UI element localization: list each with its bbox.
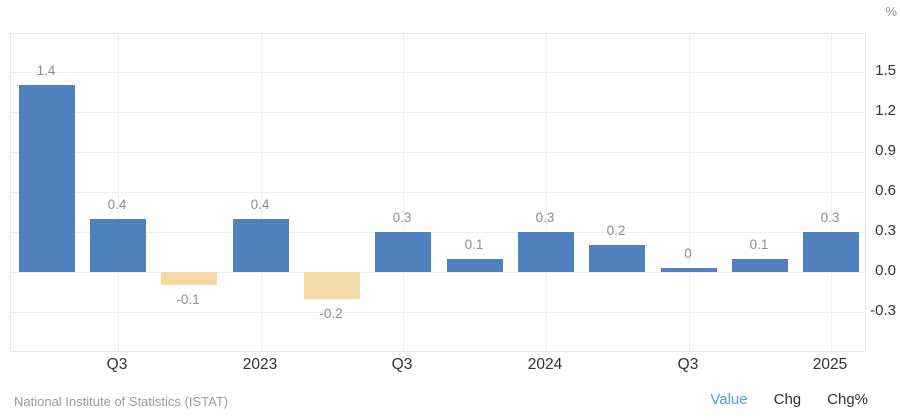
horizontal-gridline bbox=[11, 232, 865, 233]
horizontal-gridline bbox=[11, 311, 865, 313]
bar-value-label: 0.2 bbox=[606, 223, 626, 238]
bar-value-label: 0.3 bbox=[535, 210, 555, 225]
bar[interactable] bbox=[304, 272, 360, 299]
horizontal-gridline bbox=[11, 192, 865, 193]
x-axis-tick-label: 2024 bbox=[527, 356, 563, 373]
bar-value-label: 0.1 bbox=[749, 237, 769, 252]
mode-button-chg[interactable]: Chg bbox=[773, 391, 802, 408]
bar[interactable] bbox=[375, 232, 431, 272]
source-attribution-link[interactable]: National Institute of Statistics (ISTAT) bbox=[14, 394, 229, 409]
x-axis-tick-label: 2025 bbox=[812, 356, 848, 373]
horizontal-gridline bbox=[11, 72, 865, 73]
bar[interactable] bbox=[90, 218, 146, 272]
vertical-gridline bbox=[689, 34, 690, 351]
bar[interactable] bbox=[732, 258, 788, 272]
bar[interactable] bbox=[447, 258, 503, 272]
mode-button-chg-pct[interactable]: Chg% bbox=[827, 391, 868, 408]
y-axis-tick-label: 0.9 bbox=[875, 142, 896, 159]
y-axis-tick-label: -0.3 bbox=[870, 302, 896, 319]
bar[interactable] bbox=[19, 85, 75, 272]
bar[interactable] bbox=[161, 272, 217, 286]
bar-value-label: 0.3 bbox=[820, 210, 840, 225]
bar-value-label: 0.4 bbox=[250, 197, 270, 212]
vertical-gridline bbox=[831, 34, 832, 351]
y-axis-tick-label: 0.0 bbox=[875, 262, 896, 279]
y-axis-tick-label: 1.5 bbox=[875, 62, 896, 79]
y-axis-tick-label: 0.6 bbox=[875, 182, 896, 199]
y-axis-unit-label: % bbox=[885, 4, 897, 19]
bar[interactable] bbox=[803, 232, 859, 272]
horizontal-gridline bbox=[11, 112, 865, 113]
chart-plot-area bbox=[10, 33, 866, 352]
x-axis-tick-label: Q3 bbox=[106, 356, 128, 373]
bar-value-label: 0.3 bbox=[392, 210, 412, 225]
bar-value-label: 0.4 bbox=[107, 197, 127, 212]
x-axis-tick-label: Q3 bbox=[391, 356, 413, 373]
bar[interactable] bbox=[233, 218, 289, 272]
vertical-gridline bbox=[261, 34, 262, 351]
bar[interactable] bbox=[589, 245, 645, 272]
y-axis-tick-label: 1.2 bbox=[875, 102, 896, 119]
bar[interactable] bbox=[518, 232, 574, 272]
vertical-gridline bbox=[546, 34, 547, 351]
vertical-gridline bbox=[403, 34, 404, 351]
vertical-gridline bbox=[118, 34, 119, 351]
horizontal-gridline bbox=[11, 272, 865, 273]
bar-value-label: 1.4 bbox=[36, 63, 56, 78]
chart-mode-switch: Value Chg Chg% bbox=[710, 391, 868, 408]
horizontal-gridline bbox=[11, 152, 865, 153]
y-axis-tick-label: 0.3 bbox=[875, 222, 896, 239]
x-axis-tick-label: Q3 bbox=[677, 356, 699, 373]
bar-value-label: -0.2 bbox=[319, 306, 343, 321]
bar-value-label: 0.1 bbox=[464, 237, 484, 252]
bar-value-label: -0.1 bbox=[176, 292, 200, 307]
bar-value-label: 0 bbox=[684, 246, 692, 261]
bar[interactable] bbox=[661, 268, 717, 272]
x-axis-tick-label: 2023 bbox=[242, 356, 278, 373]
mode-button-value[interactable]: Value bbox=[710, 391, 748, 408]
